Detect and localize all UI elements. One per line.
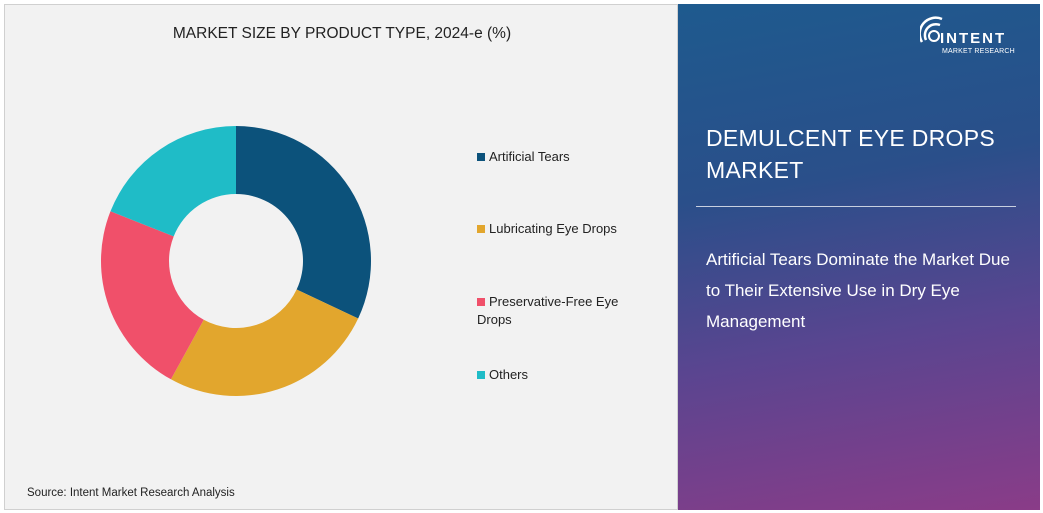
legend-swatch xyxy=(477,371,485,379)
chart-panel: MARKET SIZE BY PRODUCT TYPE, 2024-e (%) … xyxy=(4,4,678,510)
logo: INTENT MARKET RESEARCH xyxy=(920,14,1020,60)
source-note: Source: Intent Market Research Analysis xyxy=(27,487,235,499)
donut-slice-preservative-free-eye-drops xyxy=(101,211,204,380)
chart-title: MARKET SIZE BY PRODUCT TYPE, 2024-e (%) xyxy=(172,25,512,42)
signal-icon xyxy=(920,16,943,43)
info-panel: INTENT MARKET RESEARCH DEMULCENT EYE DRO… xyxy=(678,4,1040,510)
headline: Artificial Tears Dominate the Market Due… xyxy=(706,250,1010,331)
report-title: DEMULCENT EYE DROPS MARKET xyxy=(706,125,995,183)
legend-item: Others xyxy=(477,366,637,384)
legend-swatch xyxy=(477,153,485,161)
legend-item: Artificial Tears xyxy=(477,148,637,166)
donut-chart xyxy=(101,125,371,396)
donut-slice-others xyxy=(110,125,236,237)
divider xyxy=(696,206,1016,207)
donut-slice-lubricating-eye-drops xyxy=(170,289,359,396)
legend-item: Lubricating Eye Drops xyxy=(477,220,637,238)
donut-slice-artificial-tears xyxy=(236,126,371,319)
legend-swatch xyxy=(477,225,485,233)
legend-item: Preservative-Free Eye Drops xyxy=(477,294,619,327)
legend-swatch xyxy=(477,298,485,306)
